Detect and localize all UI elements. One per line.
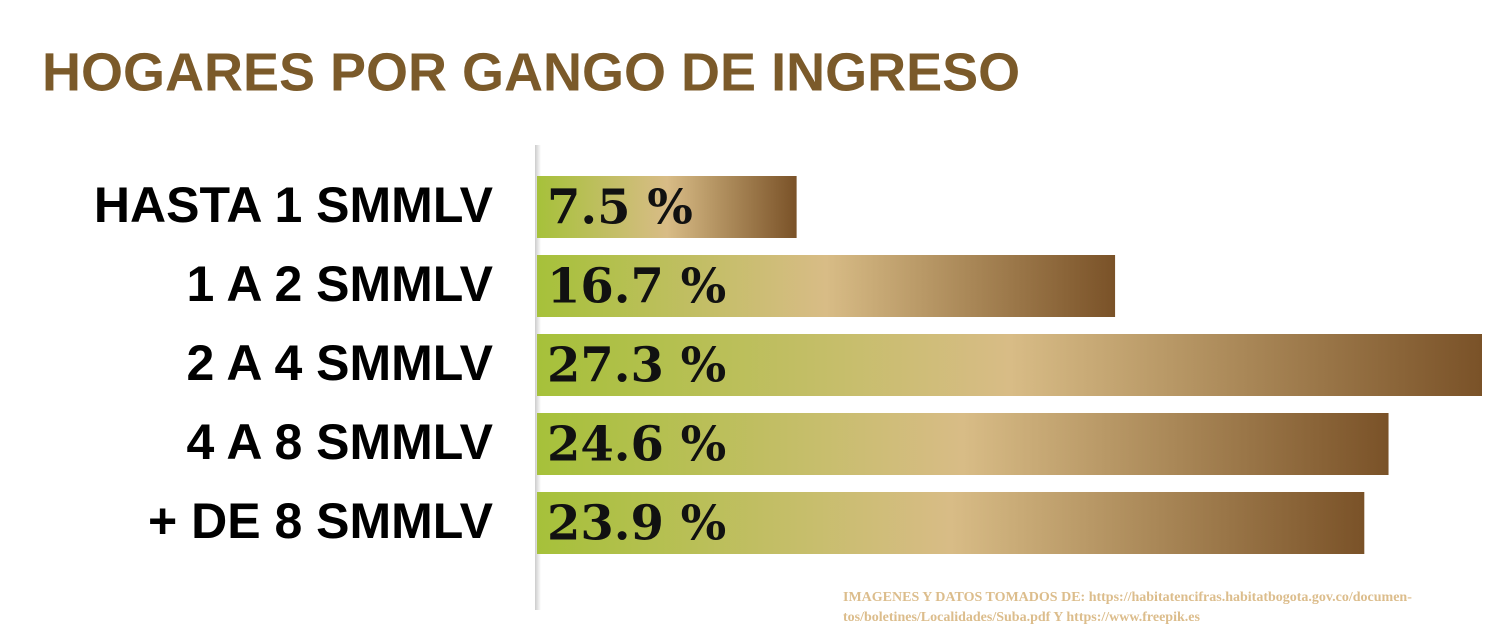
bar — [537, 176, 797, 238]
category-label: HASTA 1 SMMLV — [94, 177, 494, 233]
category-label: 1 A 2 SMMLV — [186, 256, 493, 312]
bar — [537, 492, 1365, 554]
value-label: 7.5 % — [547, 180, 693, 236]
chart-title: HOGARES POR GANGO DE INGRESO — [42, 42, 1020, 102]
source-note: IMAGENES Y DATOS TOMADOS DE: https://hab… — [843, 590, 1412, 605]
source-note: tos/boletines/Localidades/Suba.pdf Y htt… — [843, 610, 1200, 625]
value-label: 24.6 % — [547, 417, 726, 473]
category-label: 4 A 8 SMMLV — [186, 414, 493, 470]
category-label: + DE 8 SMMLV — [148, 493, 494, 549]
value-label: 16.7 % — [547, 259, 726, 315]
value-label: 23.9 % — [547, 496, 726, 552]
bar — [537, 255, 1116, 317]
bar — [537, 334, 1482, 396]
bar — [537, 413, 1389, 475]
value-label: 27.3 % — [547, 338, 726, 394]
category-label: 2 A 4 SMMLV — [186, 335, 493, 391]
